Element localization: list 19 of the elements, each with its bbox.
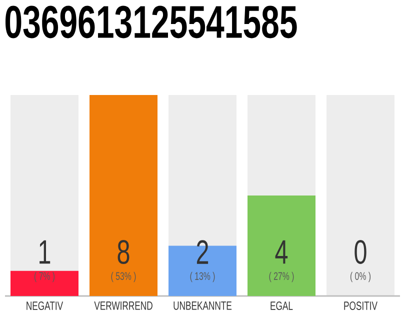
bar	[90, 95, 158, 296]
annotation: ( 7% )	[34, 272, 55, 282]
annotation: ( 27% )	[269, 272, 294, 282]
data-label: 1	[40, 240, 50, 264]
x-tick-label: POSITIV	[344, 302, 378, 310]
x-tick-label: VERWIRREND	[94, 302, 152, 310]
annotation: ( 0% )	[350, 272, 371, 282]
chart-title: 0369613125541585	[6, 6, 297, 38]
data-label: 0	[354, 240, 366, 264]
annotation: ( 53% )	[111, 272, 136, 282]
bar	[10, 270, 78, 296]
annotation: ( 13% )	[190, 272, 215, 282]
x-tick-label: EGAL	[270, 302, 293, 310]
x-tick-label: NEGATIV	[26, 302, 64, 310]
data-label: 2	[196, 240, 208, 264]
data-label: 4	[275, 240, 288, 264]
x-tick-label: UNBEKANNTE	[174, 302, 232, 310]
bar	[248, 196, 316, 296]
data-label: 8	[118, 240, 130, 264]
